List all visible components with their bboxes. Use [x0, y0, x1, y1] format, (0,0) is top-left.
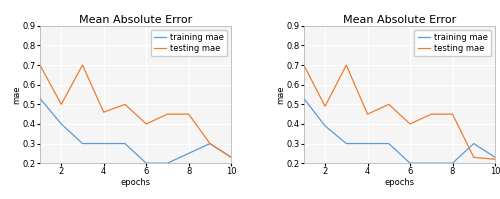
testing mae: [207, 142, 213, 145]
testing mae: [407, 123, 413, 125]
Title: Mean Absolute Error: Mean Absolute Error: [79, 15, 192, 25]
training mae: [492, 156, 498, 158]
training mae: [386, 142, 392, 145]
Line: testing mae: testing mae: [40, 65, 231, 157]
training mae: [186, 152, 192, 155]
training mae: [428, 162, 434, 164]
testing mae: [344, 64, 349, 66]
training mae: [301, 97, 307, 100]
testing mae: [228, 156, 234, 158]
Y-axis label: mae: mae: [276, 85, 285, 104]
training mae: [471, 142, 477, 145]
testing mae: [492, 158, 498, 160]
Legend: training mae, testing mae: training mae, testing mae: [150, 30, 227, 56]
Title: Mean Absolute Error: Mean Absolute Error: [343, 15, 456, 25]
training mae: [207, 142, 213, 145]
X-axis label: epochs: epochs: [120, 178, 150, 187]
training mae: [344, 142, 349, 145]
training mae: [228, 156, 234, 158]
testing mae: [428, 113, 434, 115]
testing mae: [100, 111, 106, 113]
Line: training mae: training mae: [40, 99, 231, 163]
training mae: [122, 142, 128, 145]
testing mae: [58, 103, 64, 105]
testing mae: [450, 113, 456, 115]
testing mae: [186, 113, 192, 115]
training mae: [450, 162, 456, 164]
testing mae: [80, 64, 86, 66]
testing mae: [386, 103, 392, 105]
testing mae: [122, 103, 128, 105]
training mae: [80, 142, 86, 145]
training mae: [58, 123, 64, 125]
testing mae: [322, 105, 328, 107]
testing mae: [301, 64, 307, 66]
testing mae: [143, 123, 149, 125]
Legend: training mae, testing mae: training mae, testing mae: [414, 30, 491, 56]
training mae: [164, 162, 170, 164]
Line: testing mae: testing mae: [304, 65, 495, 159]
training mae: [143, 162, 149, 164]
training mae: [407, 162, 413, 164]
Line: training mae: training mae: [304, 99, 495, 163]
testing mae: [364, 113, 370, 115]
X-axis label: epochs: epochs: [384, 178, 414, 187]
testing mae: [164, 113, 170, 115]
training mae: [100, 142, 106, 145]
testing mae: [471, 156, 477, 158]
training mae: [364, 142, 370, 145]
Y-axis label: mae: mae: [12, 85, 21, 104]
training mae: [322, 125, 328, 127]
testing mae: [37, 64, 43, 66]
training mae: [37, 97, 43, 100]
